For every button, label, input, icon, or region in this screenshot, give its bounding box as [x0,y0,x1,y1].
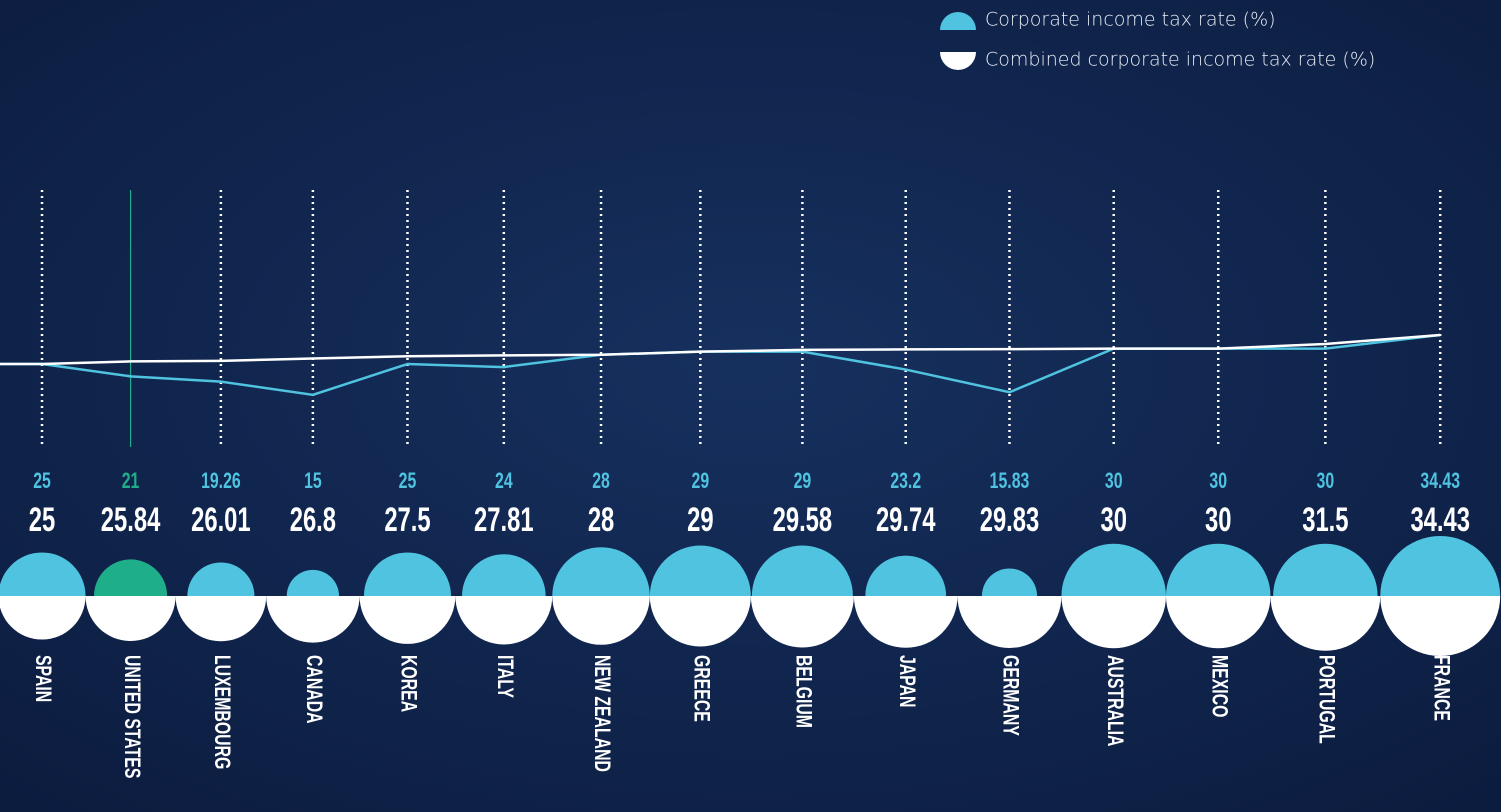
category-label: NEW ZEALAND [589,655,613,772]
half-circle-bottom [0,596,86,640]
legend-label: Combined corporate income tax rate (%) [985,49,1375,71]
half-circle-top [1165,543,1271,596]
category-label: AUSTRALIA [1102,655,1126,747]
half-circle-bottom [175,596,267,642]
value-label: 29.83 [980,501,1040,539]
half-circle-bottom [1270,596,1381,651]
value-label: 23.2 [890,470,921,494]
half-circle-top [649,545,751,596]
value-label: 30 [1317,470,1335,494]
value-label: 25 [29,501,55,539]
category-label: SPAIN [30,655,54,702]
value-label: 29 [794,470,812,494]
legend-swatch [940,12,976,30]
category-label: BELGIUM [791,655,815,728]
half-circle-bottom [957,596,1062,648]
category-label: LUXEMBOURG [209,655,233,769]
value-label: 29.58 [773,501,833,539]
value-label: 27.81 [474,501,534,539]
value-label: 24 [495,470,513,494]
value-label: 26.01 [191,501,251,539]
value-label: 25 [33,470,51,494]
half-circle-bottom [552,596,650,645]
value-label: 28 [588,501,614,539]
value-label: 31.5 [1302,501,1348,539]
category-label: MEXICO [1207,655,1231,718]
legend: Corporate income tax rate (%) Combined c… [940,9,1375,71]
value-label: 29.74 [876,501,936,539]
value-label: 21 [122,470,140,494]
value-label: 27.5 [384,501,430,539]
category-label: GREECE [689,655,713,722]
half-circle-bottom [649,596,751,647]
half-circle-bottom [750,596,854,648]
half-circle-top [1380,536,1501,596]
half-circle-top [187,562,255,596]
value-label: 30 [1100,501,1126,539]
value-label: 25 [399,470,417,494]
half-circle-top [286,569,340,596]
value-label: 30 [1205,501,1231,539]
category-label: JAPAN [894,655,918,707]
value-label: 26.8 [290,501,336,539]
half-circle-bottom [455,596,553,645]
category-label: ITALY [492,655,516,698]
half-circle-top [1273,543,1378,596]
category-label: PORTUGAL [1314,655,1338,744]
value-label: 15.83 [990,470,1030,494]
half-circle-top [751,545,853,596]
value-label: 29 [692,470,710,494]
half-circle-bottom [853,596,958,648]
legend-swatch [940,52,976,70]
half-circle-top [1061,543,1166,596]
legend-label: Corporate income tax rate (%) [985,9,1276,31]
category-label: UNITED STATES [119,655,143,779]
half-circle-bottom [359,596,456,644]
half-circle-bottom [1165,596,1271,649]
value-label: 15 [304,470,322,494]
half-circle-top [93,559,168,596]
half-circle-top [0,552,86,596]
value-label: 28 [592,470,610,494]
half-circle-top [363,552,452,596]
line [41,333,1441,366]
half-circle-bottom [1061,596,1166,649]
value-label: 29 [687,501,713,539]
half-circle-top [552,547,650,596]
half-circle-bottom [1380,596,1501,656]
half-circle-bottom [85,596,176,641]
category-label: KOREA [396,655,420,712]
value-label: 34.43 [1410,501,1470,539]
value-label: 30 [1209,470,1227,494]
value-label: 25.84 [101,501,161,539]
value-label: 34.43 [1420,470,1460,494]
category-label: CANADA [301,655,325,724]
half-circle-top [981,568,1038,596]
value-label: 19.26 [201,470,241,494]
half-circle-top [865,555,947,596]
category-label: GERMANY [998,655,1022,736]
half-circle-top [462,554,546,596]
half-circle-bottom [266,596,360,643]
category-label: FRANCE [1429,655,1453,721]
value-label: 30 [1105,470,1123,494]
